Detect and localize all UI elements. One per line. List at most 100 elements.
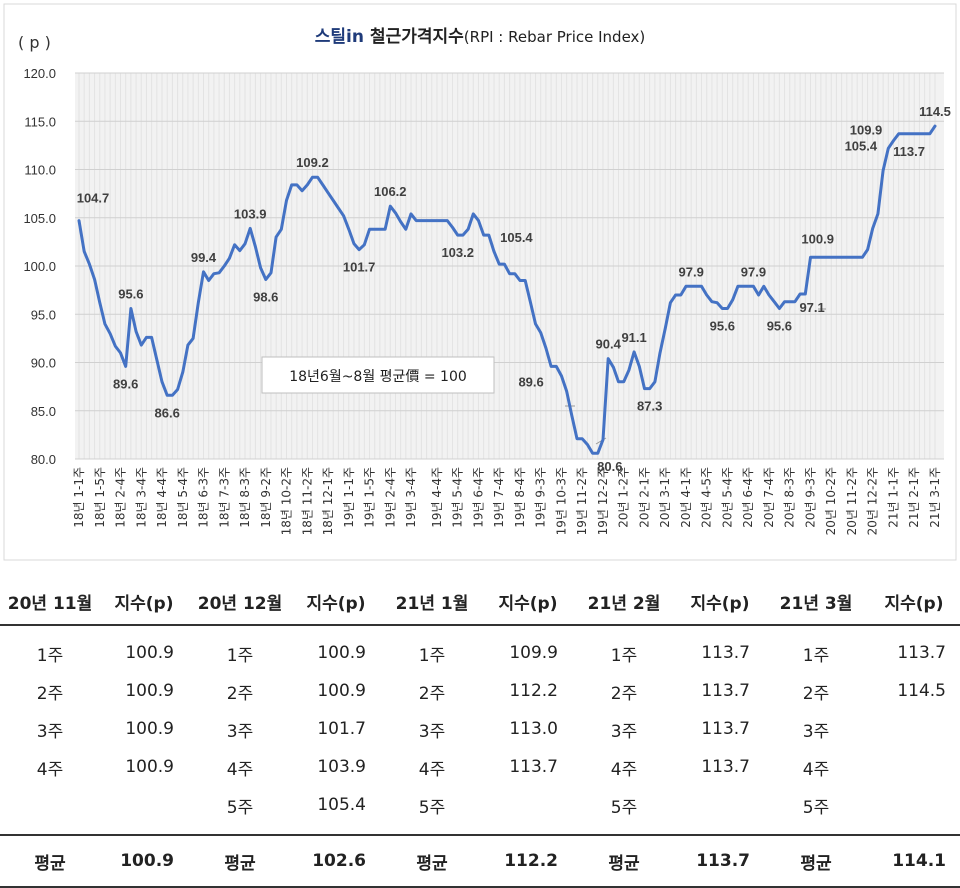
week-cell: 2주	[226, 683, 254, 704]
y-tick-label: 95.0	[31, 307, 56, 322]
x-tick-label: 19년 5-4주	[451, 467, 465, 528]
index-value-cell: 112.2	[509, 681, 558, 701]
index-value-cell	[868, 748, 960, 786]
index-value-cell	[868, 710, 960, 748]
data-label: 100.9	[801, 231, 834, 246]
x-tick-label: 18년 12-1주	[321, 467, 335, 535]
brand-logo: 스틸in	[314, 27, 364, 47]
index-value-cell: 113.7	[701, 757, 750, 777]
table-row: 3주 100.9 3주 101.7 3주 113.0 3주 113.7 3주	[0, 710, 960, 748]
index-value-cell: 109.9	[509, 643, 558, 663]
data-label: 97.9	[741, 264, 766, 279]
week-cell: 3주	[226, 721, 254, 742]
index-value-cell	[100, 786, 188, 824]
x-tick-label: 20년 3-1주	[658, 467, 672, 528]
x-tick-label: 19년 7-4주	[492, 467, 506, 528]
table-row: 1주 100.9 1주 100.9 1주 109.9 1주 113.7 1주 113.7	[0, 625, 960, 672]
week-cell: 3주	[36, 721, 64, 742]
x-tick-label: 18년 6-3주	[197, 467, 211, 528]
data-label: 109.9	[850, 122, 883, 137]
week-cell	[0, 786, 100, 824]
data-label: 105.4	[845, 138, 878, 153]
week-cell: 5주	[610, 797, 638, 818]
x-tick-label: 18년 5-4주	[176, 467, 190, 528]
index-value-cell: 113.7	[897, 643, 946, 663]
chart-title-sub: (RPI : Rebar Price Index)	[463, 28, 646, 46]
x-tick-label: 20년 8-3주	[783, 467, 797, 528]
data-label: 114.5	[919, 104, 951, 119]
week-cell: 1주	[226, 645, 254, 666]
series-line	[77, 124, 937, 455]
index-unit-header: 지수(p)	[676, 578, 764, 626]
rpi-line-chart: 80.0 85.0 90.0 95.0 100.0 105.0 110.0 115.0 120.…	[3, 3, 957, 561]
index-value-cell: 113.0	[509, 719, 558, 739]
average-value: 113.7	[676, 834, 764, 888]
index-value-cell	[868, 786, 960, 824]
index-value-cell: 113.7	[509, 757, 558, 777]
y-tick-label: 80.0	[31, 452, 56, 467]
index-value-cell: 100.9	[125, 643, 174, 663]
x-tick-label: 20년 11-2주	[845, 467, 859, 535]
data-label: 101.7	[343, 260, 376, 275]
month-header: 21년 3월	[764, 578, 868, 626]
index-value-cell: 113.7	[701, 681, 750, 701]
average-row: 평균 100.9 평균 102.6 평균 112.2 평균 113.7 평균 114.1	[0, 834, 960, 888]
week-cell: 2주	[418, 683, 446, 704]
average-value: 114.1	[868, 834, 960, 888]
data-label: 98.6	[253, 290, 278, 305]
week-cell: 4주	[36, 759, 64, 780]
week-cell: 4주	[226, 759, 254, 780]
x-tick-label: 18년 1-1주	[72, 467, 86, 528]
week-cell: 1주	[802, 645, 830, 666]
index-unit-header: 지수(p)	[868, 578, 960, 626]
month-header: 20년 11월	[0, 578, 100, 626]
x-tick-label: 19년 10-3주	[554, 467, 568, 535]
average-label: 평균	[572, 834, 676, 888]
x-tick-label: 19년 6-4주	[471, 467, 485, 528]
week-cell: 2주	[802, 683, 830, 704]
x-tick-label: 19년 1-5주	[363, 467, 377, 528]
data-label: 91.1	[621, 330, 646, 345]
data-label: 103.2	[441, 245, 474, 260]
chart-area: 80.0 85.0 90.0 95.0 100.0 105.0 110.0 115.0 120.…	[3, 3, 957, 561]
week-cell: 1주	[610, 645, 638, 666]
average-label: 평균	[764, 834, 868, 888]
week-cell: 5주	[226, 797, 254, 818]
index-value-cell: 100.9	[125, 719, 174, 739]
y-tick-label: 115.0	[24, 114, 56, 129]
data-label: 109.2	[296, 155, 329, 170]
week-cell: 2주	[610, 683, 638, 704]
data-label: 89.6	[113, 376, 138, 391]
index-unit-header: 지수(p)	[484, 578, 572, 626]
y-tick-label: 100.0	[23, 259, 56, 274]
x-tick-label: 20년 10-2주	[824, 467, 838, 535]
index-value-cell: 114.5	[897, 681, 946, 701]
data-label: 104.7	[77, 191, 110, 206]
month-header: 20년 12월	[188, 578, 292, 626]
chart-title-main: 철근가격지수	[369, 27, 464, 47]
average-label: 평균	[0, 834, 100, 888]
x-tick-label: 18년 8-3주	[238, 467, 252, 528]
x-tick-label: 21년 3-1주	[928, 467, 942, 528]
x-tick-label: 19년 9-3주	[534, 467, 548, 528]
x-tick-label: 19년 8-4주	[513, 467, 527, 528]
y-tick-label: 110.0	[24, 163, 56, 178]
x-tick-label: 19년 2-4주	[383, 467, 397, 528]
weekly-index-table: 20년 11월 지수(p) 20년 12월 지수(p) 21년 1월 지수(p) 21년 2…	[0, 578, 960, 888]
index-value-cell: 101.7	[317, 719, 366, 739]
data-label: 113.7	[893, 144, 925, 159]
index-unit-header: 지수(p)	[100, 578, 188, 626]
y-tick-label: 120.0	[23, 66, 56, 81]
y-tick-label: 90.0	[31, 356, 56, 371]
week-cell: 3주	[802, 721, 830, 742]
x-tick-label: 20년 4-1주	[679, 467, 693, 528]
chart-frame	[3, 3, 957, 561]
x-tick-label: 18년 10-2주	[280, 467, 294, 535]
data-label: 97.9	[679, 264, 704, 279]
data-label: 103.9	[234, 206, 267, 221]
x-tick-label: 21년 1-1주	[886, 467, 900, 528]
x-tick-label: 18년 9-2주	[259, 467, 273, 528]
y-tick-label: 85.0	[31, 404, 56, 419]
y-tick-label: 105.0	[23, 211, 56, 226]
x-tick-label: 19년 12-2주	[596, 467, 610, 535]
